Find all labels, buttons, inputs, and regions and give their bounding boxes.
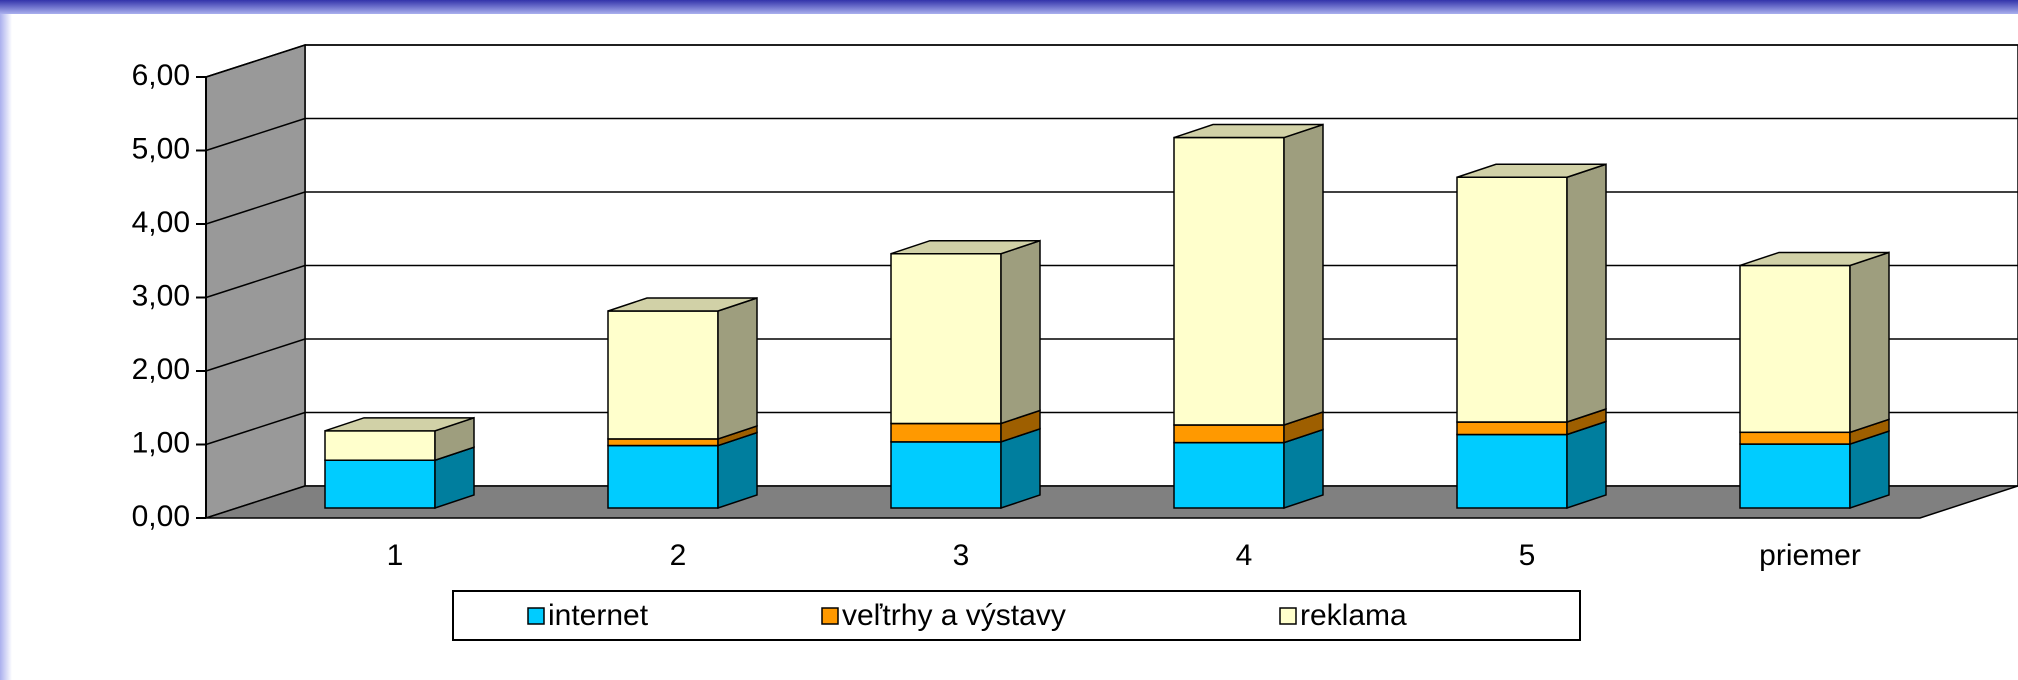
bar-top — [324, 417, 475, 432]
y-tick-label: 1,00 — [132, 426, 190, 459]
bar-front — [890, 252, 1002, 425]
bar-side — [717, 296, 758, 440]
bar-top — [607, 297, 758, 312]
bar-front — [1173, 441, 1285, 509]
bar-side — [1849, 251, 1890, 434]
bar-top — [1173, 123, 1324, 139]
bar-front — [1739, 443, 1851, 509]
bar-side — [1000, 427, 1041, 510]
top-band — [0, 0, 2018, 14]
bar-front — [324, 430, 436, 461]
legend — [452, 590, 1581, 641]
legend-items: internet veľtrhy a výstavy reklama — [527, 599, 1407, 632]
bar-side — [1000, 239, 1041, 425]
grid-line — [205, 411, 306, 446]
y-tick-label: 3,00 — [132, 279, 190, 312]
bar-front — [1456, 176, 1568, 423]
bar-side — [1566, 163, 1607, 424]
legend-swatch — [1279, 607, 1297, 625]
bar-front — [607, 444, 719, 509]
y-tick-label: 4,00 — [132, 206, 190, 239]
bar-side — [1566, 420, 1607, 510]
left-band — [0, 14, 12, 680]
legend-swatch — [527, 607, 545, 625]
grid-line — [205, 44, 306, 78]
bar-front — [1739, 264, 1851, 434]
legend-swatch — [821, 607, 839, 625]
y-tick-label: 2,00 — [132, 353, 190, 386]
grid: 0,00 1,00 2,00 3,00 4,00 5,00 6,00 — [132, 44, 2018, 533]
y-tick-label: 0,00 — [132, 500, 190, 533]
bar-front — [324, 459, 436, 509]
bar-front — [607, 310, 719, 440]
bar-front — [1173, 424, 1285, 444]
bar-front — [1456, 421, 1568, 436]
bar-side — [1283, 123, 1324, 426]
bar-top — [1456, 163, 1607, 178]
y-tick-label: 5,00 — [132, 132, 190, 165]
x-tick-label: 5 — [1519, 539, 1536, 572]
legend-label: internet — [548, 599, 649, 632]
legend-label: reklama — [1300, 599, 1407, 632]
bar-front — [890, 422, 1002, 443]
grid-line — [205, 117, 306, 152]
bar-front — [1456, 433, 1568, 509]
y-tick-label: 6,00 — [132, 59, 190, 92]
x-tick-label: 4 — [1236, 539, 1253, 572]
x-tick-label: 1 — [387, 539, 404, 572]
bar-top — [890, 239, 1041, 255]
bar-top — [1739, 251, 1890, 267]
grid-line — [205, 338, 306, 372]
legend-label: veľtrhy a výstavy — [842, 599, 1066, 632]
grid-line — [205, 264, 306, 299]
bars: 1 2 3 4 5 priemer — [324, 123, 1890, 572]
grid-line — [205, 191, 306, 225]
x-tick-label: 2 — [670, 539, 687, 572]
x-tick-label: priemer — [1759, 539, 1861, 572]
bar-front — [607, 438, 719, 447]
bar-front — [1173, 136, 1285, 426]
bar-front — [1739, 431, 1851, 445]
bar-front — [890, 441, 1002, 509]
x-tick-label: 3 — [953, 539, 970, 572]
